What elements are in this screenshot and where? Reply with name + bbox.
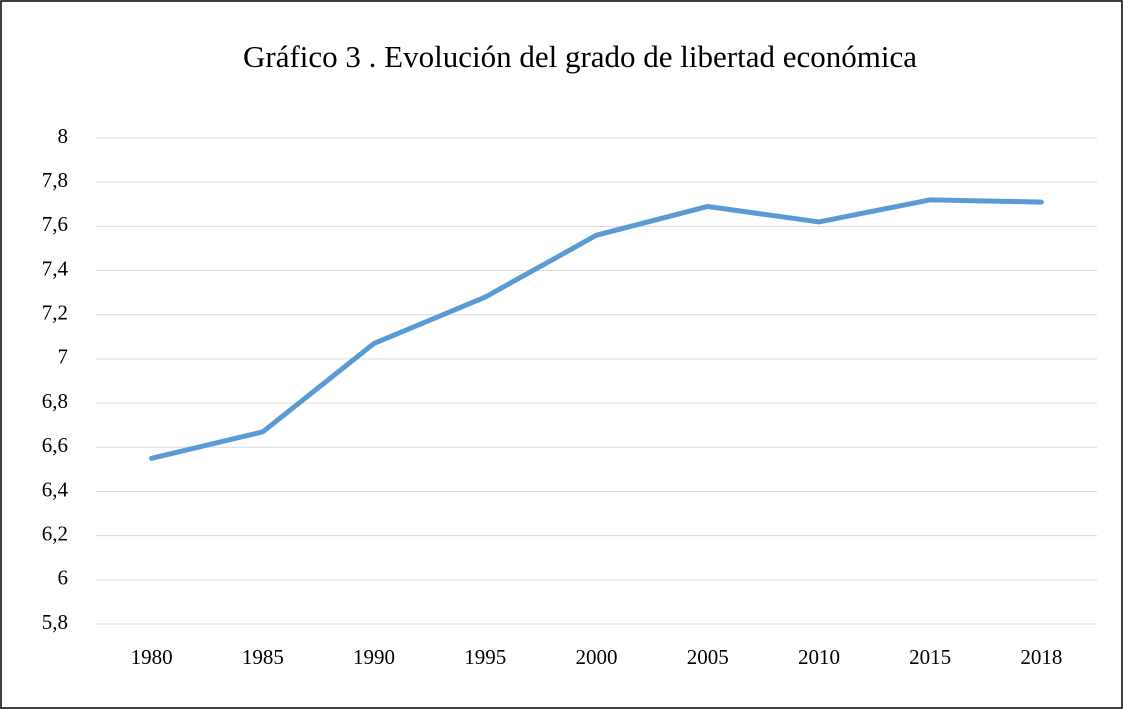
x-tick-label: 2010 — [798, 645, 840, 669]
x-tick-label: 1985 — [242, 645, 284, 669]
x-tick-label: 2015 — [909, 645, 951, 669]
y-tick-label: 6,6 — [42, 433, 68, 457]
x-tick-label: 1980 — [131, 645, 173, 669]
y-tick-label: 6,2 — [42, 521, 68, 545]
y-tick-label: 6 — [58, 566, 69, 590]
x-tick-label: 1995 — [464, 645, 506, 669]
chart-title: Gráfico 3 . Evolución del grado de liber… — [243, 39, 917, 74]
y-tick-label: 6,4 — [42, 477, 69, 501]
x-tick-label: 2000 — [576, 645, 618, 669]
y-tick-label: 8 — [58, 124, 69, 148]
x-tick-label: 2005 — [687, 645, 729, 669]
y-tick-label: 7,8 — [42, 168, 68, 192]
y-tick-label: 7,6 — [42, 212, 68, 236]
line — [149, 197, 1044, 461]
y-tick-label: 7 — [58, 345, 69, 369]
y-tick-label: 7,2 — [42, 301, 68, 325]
y-tick-label: 7,4 — [42, 256, 69, 280]
y-tick-label: 6,8 — [42, 389, 68, 413]
y-tick-label: 5,8 — [42, 610, 68, 634]
x-tick-label: 2018 — [1020, 645, 1062, 669]
x-tick-label: 1990 — [353, 645, 395, 669]
